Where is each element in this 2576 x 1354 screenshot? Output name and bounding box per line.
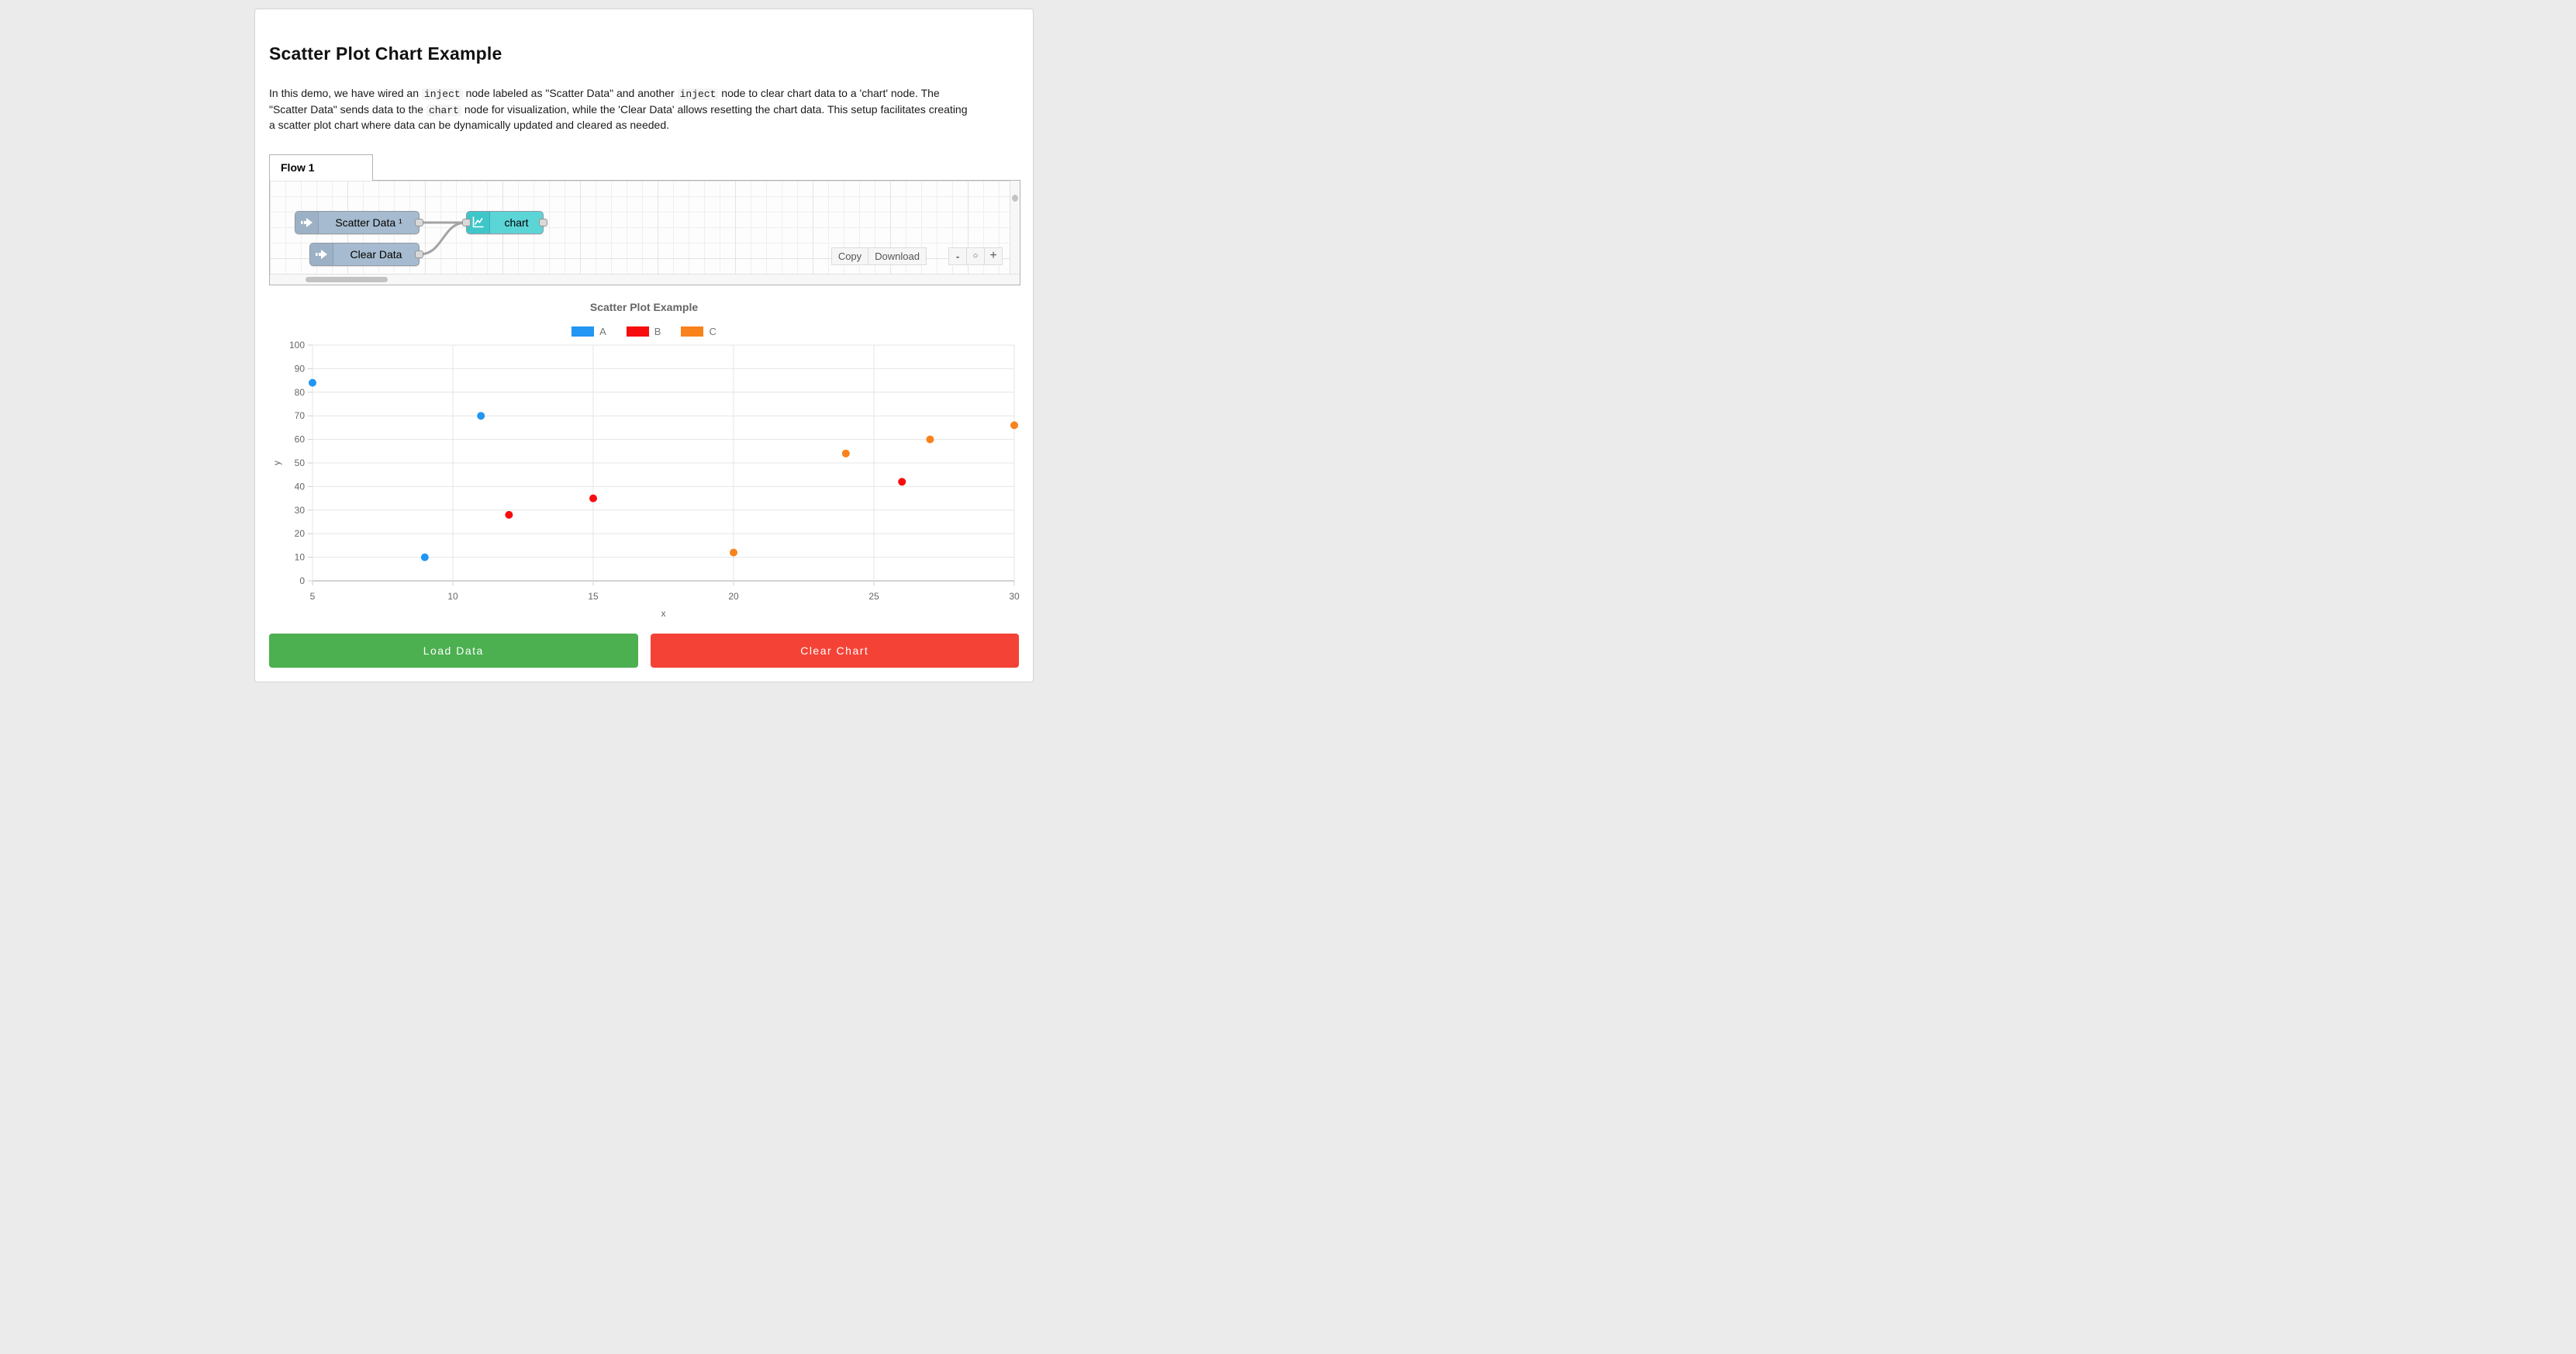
svg-text:80: 80 — [295, 386, 306, 397]
input-port[interactable] — [462, 218, 471, 226]
data-point-B — [505, 510, 513, 519]
data-point-C — [1010, 420, 1018, 429]
svg-text:60: 60 — [295, 433, 306, 444]
vertical-scrollbar[interactable] — [1010, 180, 1020, 274]
legend-label: B — [654, 325, 661, 337]
svg-text:100: 100 — [289, 340, 305, 351]
zoom-in-button[interactable]: + — [984, 247, 1003, 265]
legend-swatch — [571, 326, 595, 337]
flow-canvas[interactable]: Scatter Data ¹ Clear Data — [269, 179, 1020, 285]
inject-arrow-icon — [310, 243, 333, 265]
action-buttons: Load Data Clear Chart — [269, 633, 1019, 668]
svg-text:20: 20 — [728, 591, 739, 602]
svg-text:90: 90 — [295, 363, 306, 374]
legend-label: A — [599, 325, 606, 337]
inline-code: inject — [677, 88, 719, 100]
svg-text:10: 10 — [447, 591, 458, 602]
node-label: Scatter Data ¹ — [335, 216, 402, 229]
vertical-scrollbar-thumb[interactable] — [1012, 194, 1018, 202]
data-point-C — [841, 449, 850, 458]
data-point-A — [309, 378, 316, 387]
chart-legend: A B C — [269, 326, 1019, 337]
horizontal-scrollbar-thumb[interactable] — [306, 276, 388, 282]
description: In this demo, we have wired an inject no… — [269, 87, 968, 131]
line-chart-icon — [467, 211, 490, 233]
canvas-toolbar: Copy Download — [830, 247, 927, 265]
zoom-reset-button[interactable]: ○ — [966, 247, 985, 265]
svg-text:x: x — [661, 608, 666, 619]
clear-chart-button[interactable]: Clear Chart — [650, 633, 1019, 668]
svg-text:40: 40 — [295, 481, 306, 492]
flow-editor-section: Flow 1 Scatter Data ¹ — [269, 154, 1020, 285]
data-point-C — [730, 548, 737, 556]
svg-text:y: y — [271, 461, 282, 465]
chart-section: Scatter Plot Example A B C 0 10 20 30 40 50 60 70… — [269, 300, 1020, 620]
zoom-out-button[interactable]: - — [948, 247, 967, 265]
copy-button[interactable]: Copy — [830, 247, 869, 265]
node-label: Clear Data — [350, 247, 402, 261]
output-port[interactable] — [415, 250, 423, 258]
download-button[interactable]: Download — [868, 247, 927, 265]
svg-text:50: 50 — [295, 458, 306, 468]
flow-tab[interactable]: Flow 1 — [269, 154, 373, 181]
inline-code: chart — [426, 104, 461, 116]
legend-item-B: B — [626, 325, 661, 337]
legend-item-C: C — [681, 325, 717, 337]
svg-text:20: 20 — [295, 528, 306, 539]
node-chart[interactable]: chart — [462, 210, 547, 234]
inject-arrow-icon — [295, 211, 319, 233]
data-point-A — [477, 411, 485, 420]
svg-text:25: 25 — [868, 591, 879, 602]
node-scatter-data[interactable]: Scatter Data ¹ — [295, 210, 423, 234]
page-title: Scatter Plot Chart Example — [269, 43, 502, 64]
chart-title: Scatter Plot Example — [589, 300, 699, 313]
data-point-B — [589, 494, 597, 503]
data-point-B — [898, 477, 906, 485]
svg-text:15: 15 — [588, 591, 599, 602]
node-label: chart — [504, 216, 529, 229]
data-point-C — [926, 435, 934, 444]
horizontal-scrollbar[interactable] — [270, 273, 1020, 285]
svg-text:30: 30 — [295, 504, 306, 515]
svg-text:0: 0 — [299, 575, 305, 586]
node-clear-data[interactable]: Clear Data — [309, 242, 423, 266]
output-port[interactable] — [539, 218, 547, 226]
inline-code: inject — [421, 88, 463, 100]
flow-tab-label: Flow 1 — [281, 161, 315, 174]
legend-item-A: A — [571, 326, 606, 337]
content-card: Scatter Plot Chart Example In this demo,… — [254, 9, 1034, 682]
load-data-button[interactable]: Load Data — [269, 633, 638, 668]
output-port[interactable] — [415, 218, 423, 226]
svg-text:5: 5 — [310, 591, 316, 602]
svg-text:30: 30 — [1009, 591, 1020, 602]
scatter-plot: 0 10 20 30 40 50 60 70 80 90 100 5 10 15 20 25 30 x y — [271, 340, 1020, 619]
svg-text:10: 10 — [295, 551, 306, 562]
data-point-A — [420, 553, 429, 561]
legend-swatch — [626, 326, 649, 337]
svg-text:70: 70 — [295, 410, 306, 421]
legend-swatch — [681, 326, 704, 337]
zoom-controls: - ○ + — [948, 247, 1003, 265]
legend-label: C — [709, 325, 717, 337]
